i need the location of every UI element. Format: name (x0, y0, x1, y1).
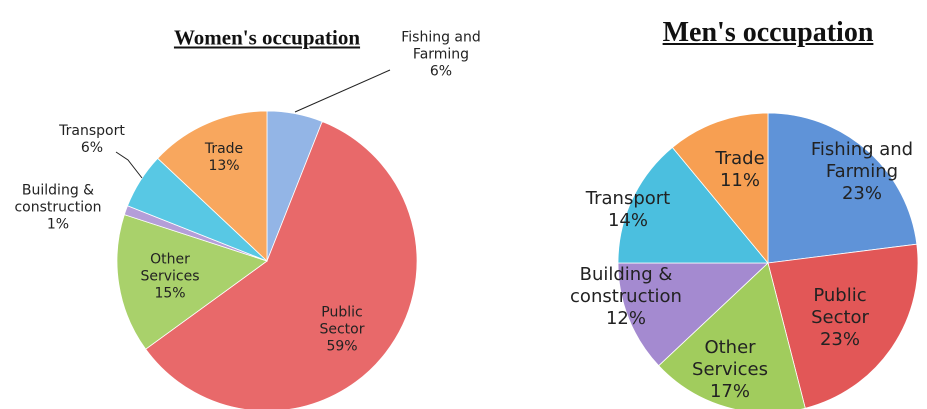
value-label: 17% (709, 380, 750, 402)
chart-title: Men's occupation (662, 17, 874, 48)
value-label: 14% (607, 210, 648, 231)
value-label: 23% (819, 328, 860, 350)
category-label: Public Sector (319, 304, 365, 338)
category-label: Building & construction (14, 182, 102, 216)
value-label: 11% (719, 170, 760, 191)
value-label: 6% (80, 140, 104, 156)
chart-title: Women's occupation (173, 25, 361, 50)
slice-label: Transport 14% (568, 188, 688, 232)
value-label: 12% (605, 307, 646, 329)
leader-line (294, 69, 391, 113)
category-label: Fishing and Farming (810, 139, 914, 183)
slice-label: Other Services 15% (130, 251, 210, 302)
category-label: Fishing and Farming (401, 29, 481, 63)
category-label: Trade (715, 148, 765, 170)
category-label: Other Services (692, 337, 768, 381)
pie-slice (767, 243, 919, 409)
value-label: 59% (326, 338, 358, 355)
pie-slice (671, 112, 769, 265)
category-label: Other Services (140, 251, 200, 285)
leader-line (115, 151, 143, 179)
value-label: 13% (208, 158, 240, 174)
pie-slice (116, 214, 268, 350)
slice-label: Trade 13% (189, 141, 259, 175)
value-label: 15% (154, 285, 186, 302)
value-label: 6% (429, 63, 453, 80)
slice-label: Transport 6% (52, 123, 132, 157)
pie-slice (617, 146, 769, 264)
value-label: 23% (841, 182, 882, 204)
slice-label: Other Services 17% (675, 337, 785, 403)
category-label: Transport (585, 188, 671, 210)
category-label: Transport (59, 122, 125, 139)
slice-label: Trade 11% (700, 148, 780, 192)
pie-slice (767, 112, 918, 264)
category-label: Building & construction (570, 264, 682, 308)
slice-label: Building & construction 1% (0, 182, 118, 233)
category-label: Trade (204, 140, 244, 157)
pie-slice (658, 262, 806, 409)
category-label: Public Sector (811, 285, 869, 329)
leader-lines (115, 69, 391, 179)
pie-slice (145, 121, 418, 409)
value-label: 1% (46, 216, 70, 233)
slice-label: Fishing and Farming 23% (792, 139, 927, 205)
slice-label: Fishing and Farming 6% (401, 29, 481, 80)
slice-label: Building & construction 12% (556, 264, 696, 330)
pie-slice (157, 110, 268, 262)
pie-slice (617, 262, 770, 367)
slice-label: Public Sector 23% (790, 285, 890, 351)
slice-label: Public Sector 59% (307, 304, 377, 355)
